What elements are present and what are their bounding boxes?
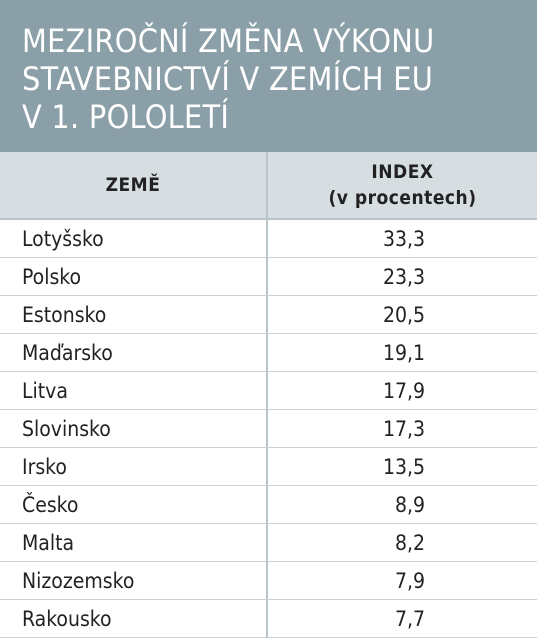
index-value-cell: 8,2 [394,530,425,555]
index-header-line-2: (v procentech) [328,187,477,209]
country-cell: Estonsko [0,296,268,333]
country-cell: Rakousko [0,600,268,637]
country-column-header: ZEMĚ [0,152,268,218]
table-body: Lotyšsko 33,3 Polsko 23,3 Estonsko 20,5 Maďars… [0,220,537,638]
country-cell: Litva [0,372,268,409]
title-line-1: MEZIROČNÍ ZMĚNA VÝKONU [22,22,435,60]
country-cell: Irsko [0,448,268,485]
country-cell: Maďarsko [0,334,268,371]
index-value-cell: 33,3 [382,226,425,251]
table-row: Nizozemsko 7,9 [0,562,537,600]
table-row: Rakousko 7,7 [0,600,537,638]
table-row: Litva 17,9 [0,372,537,410]
index-value-cell: 7,9 [394,568,425,593]
title-line-3: V 1. POLOLETÍ [22,98,230,136]
table-row: Estonsko 20,5 [0,296,537,334]
table-row: Maďarsko 19,1 [0,334,537,372]
table-row: Lotyšsko 33,3 [0,220,537,258]
table-header: ZEMĚ INDEX (v procentech) [0,152,537,220]
index-value-cell: 13,5 [382,454,425,479]
title-line-2: STAVEBNICTVÍ V ZEMÍCH EU [22,60,434,98]
index-value-cell: 20,5 [382,302,425,327]
index-header-line-1: INDEX [371,161,434,183]
country-cell: Malta [0,524,268,561]
country-cell: Slovinsko [0,410,268,447]
table-row: Irsko 13,5 [0,448,537,486]
index-column-header: INDEX (v procentech) [268,152,537,218]
table-row: Malta 8,2 [0,524,537,562]
country-cell: Lotyšsko [0,220,268,257]
index-value-cell: 19,1 [382,340,425,365]
index-value-cell: 17,9 [382,378,425,403]
index-value-cell: 8,9 [394,492,425,517]
country-cell: Česko [0,486,268,523]
index-value-cell: 17,3 [382,416,425,441]
index-value-cell: 7,7 [394,606,425,631]
country-cell: Polsko [0,258,268,295]
table-row: Slovinsko 17,3 [0,410,537,448]
country-cell: Nizozemsko [0,562,268,599]
table-row: Česko 8,9 [0,486,537,524]
index-value-cell: 23,3 [382,264,425,289]
table-title: MEZIROČNÍ ZMĚNA VÝKONU STAVEBNICTVÍ V ZE… [0,0,537,152]
table-row: Polsko 23,3 [0,258,537,296]
